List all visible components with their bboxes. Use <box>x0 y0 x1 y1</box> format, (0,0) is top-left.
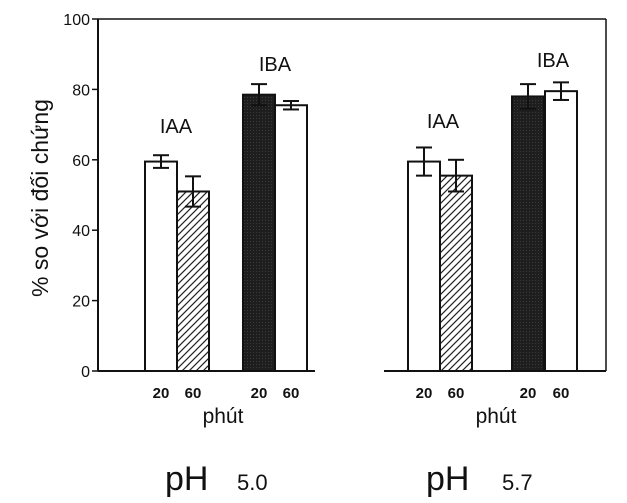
ph-label: pH <box>426 460 469 498</box>
y-tick-label: 20 <box>72 294 90 311</box>
x-tick-label: 60 <box>185 385 202 402</box>
bar <box>511 95 545 372</box>
x-tick-label: 60 <box>448 385 465 402</box>
y-tick-label: 60 <box>72 153 90 170</box>
x-tick-label: 20 <box>416 385 433 402</box>
y-tick-label: 0 <box>81 364 90 381</box>
group-label-iaa: IAA <box>160 116 193 138</box>
ph-value: 5.0 <box>237 470 268 495</box>
y-axis-label: % so với đối chứng <box>27 99 53 297</box>
group-label-iaa: IAA <box>427 111 460 133</box>
x-tick-label: 20 <box>153 385 170 402</box>
ph-value: 5.7 <box>502 470 533 495</box>
bar <box>144 160 178 372</box>
x-tick-label: 20 <box>251 385 268 402</box>
x-tick-label: 60 <box>283 385 300 402</box>
x-unit-label: phút <box>476 405 517 428</box>
x-tick-label: 60 <box>553 385 570 402</box>
y-tick-label: 100 <box>63 12 90 29</box>
bar <box>544 90 578 372</box>
bar <box>439 174 473 372</box>
bar <box>407 160 441 372</box>
x-unit-label: phút <box>203 405 244 428</box>
group-label-iba: IBA <box>537 50 570 72</box>
y-tick-label: 40 <box>72 223 90 240</box>
y-tick-label: 80 <box>72 82 90 99</box>
group-label-iba: IBA <box>259 54 292 76</box>
bar <box>242 93 276 373</box>
plot-area: 0 20 40 60 80 100 % so với đối chứng IAA 20 60 IBA… <box>27 12 607 498</box>
bar <box>176 190 210 372</box>
ph-label: pH <box>165 460 208 498</box>
x-tick-label: 20 <box>520 385 537 402</box>
bar <box>274 104 308 373</box>
